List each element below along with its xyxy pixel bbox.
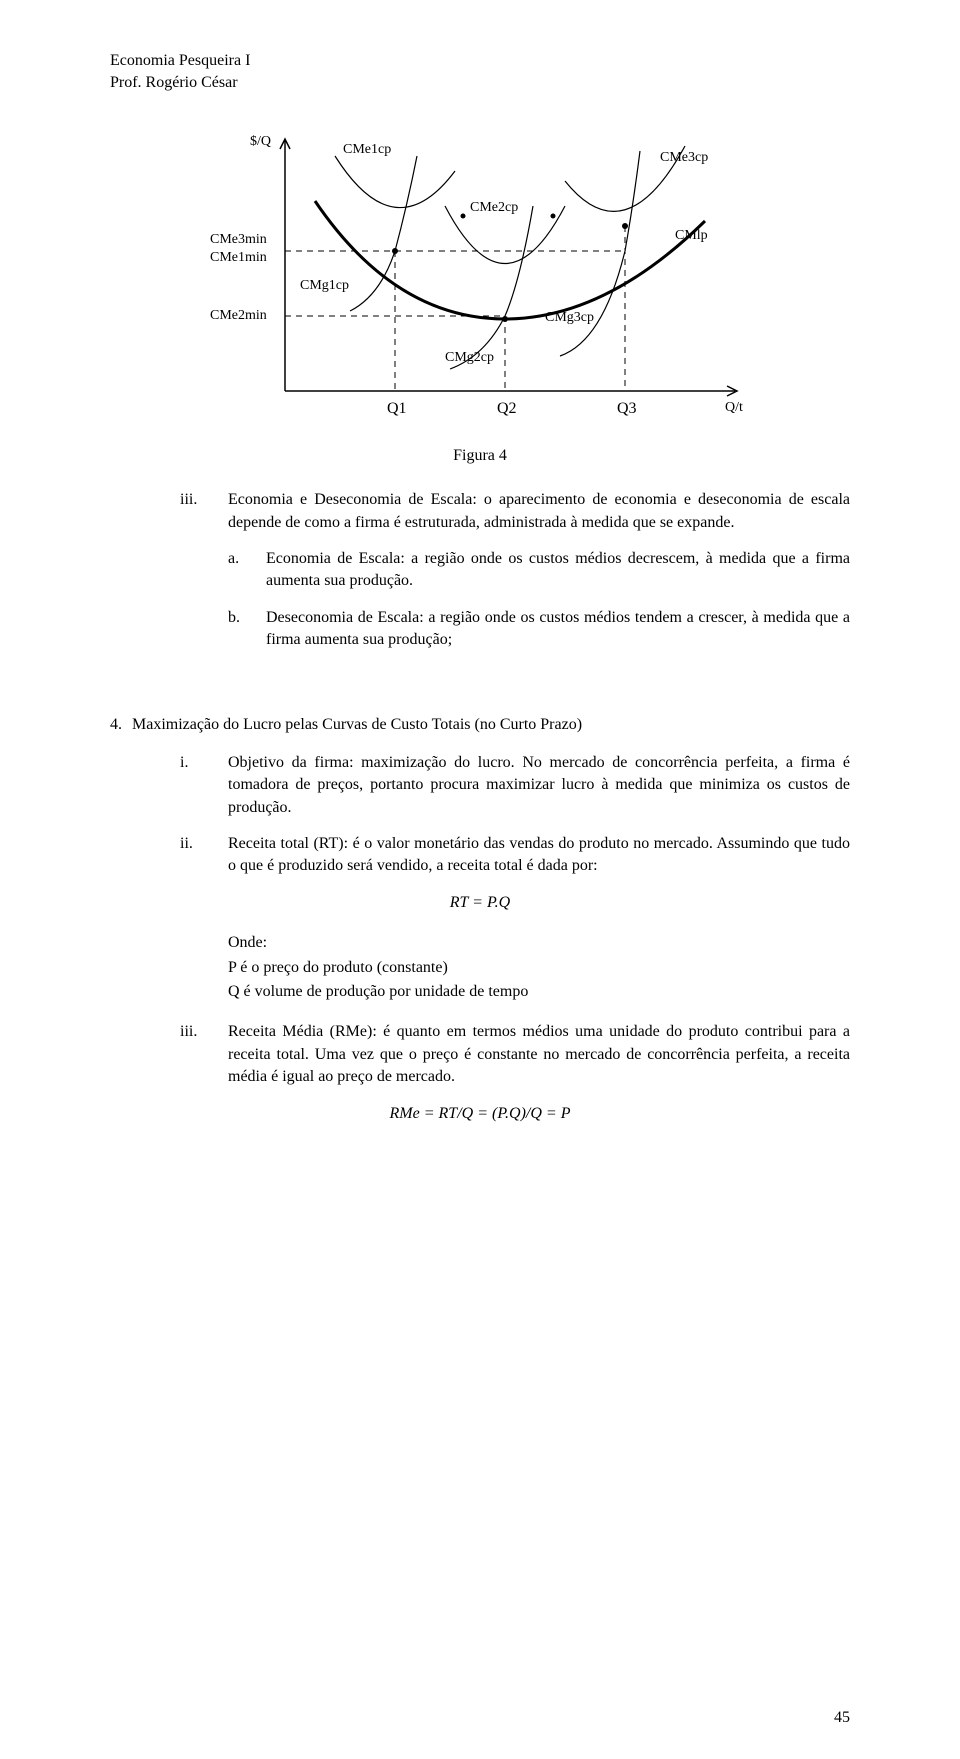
- label-cme2cp: CMe2cp: [470, 200, 518, 215]
- where-heading: Onde:: [228, 932, 850, 954]
- alpha-marker: a.: [228, 548, 266, 593]
- equation-rme: RMe = RT/Q = (P.Q)/Q = P: [110, 1103, 850, 1125]
- where-block: Onde: P é o preço do produto (constante)…: [228, 932, 850, 1003]
- item-text: Receita Média (RMe): é quanto em termos …: [228, 1021, 850, 1088]
- label-q3: Q3: [617, 400, 637, 417]
- sub-item-text: Economia de Escala: a região onde os cus…: [266, 548, 850, 593]
- label-cme1cp: CMe1cp: [343, 142, 391, 157]
- label-q2: Q2: [497, 400, 517, 417]
- roman-marker: iii.: [180, 489, 228, 534]
- sub-item-a: a. Economia de Escala: a região onde os …: [228, 548, 850, 593]
- chart-yaxis-label: $/Q: [250, 134, 271, 149]
- label-cmlp: CMlp: [675, 228, 708, 243]
- section-number: 4.: [110, 714, 132, 736]
- section-title: Maximização do Lucro pelas Curvas de Cus…: [132, 714, 582, 736]
- label-cmg1cp: CMg1cp: [300, 278, 349, 293]
- roman-marker: ii.: [180, 833, 228, 878]
- item-text: Receita total (RT): é o valor monetário …: [228, 833, 850, 878]
- equation-rt: RT = P.Q: [110, 892, 850, 914]
- label-cme2min: CMe2min: [210, 308, 267, 323]
- roman-marker: i.: [180, 752, 228, 819]
- label-cme1min: CMe1min: [210, 250, 267, 265]
- professor-name: Prof. Rogério César: [110, 72, 850, 94]
- item-text: Economia e Deseconomia de Escala: o apar…: [228, 489, 850, 534]
- label-cmg3cp: CMg3cp: [545, 310, 594, 325]
- list-item-4-iii: iii. Receita Média (RMe): é quanto em te…: [180, 1021, 850, 1088]
- list-item-4-i: i. Objetivo da firma: maximização do luc…: [180, 752, 850, 819]
- list-item-4-ii: ii. Receita total (RT): é o valor monetá…: [180, 833, 850, 878]
- cost-curves-chart: $/Q Q/t CMe1cp CMe2cp: [195, 121, 765, 431]
- label-cmg2cp: CMg2cp: [445, 350, 494, 365]
- label-cme3min: CMe3min: [210, 232, 267, 247]
- chart-xaxis-label: Q/t: [725, 400, 743, 415]
- sub-item-text: Deseconomia de Escala: a região onde os …: [266, 607, 850, 652]
- list-item-iii: iii. Economia e Deseconomia de Escala: o…: [180, 489, 850, 534]
- page-number: 45: [834, 1707, 850, 1729]
- item-text: Objetivo da firma: maximização do lucro.…: [228, 752, 850, 819]
- roman-marker: iii.: [180, 1021, 228, 1088]
- sub-item-b: b. Deseconomia de Escala: a região onde …: [228, 607, 850, 652]
- figure-container: $/Q Q/t CMe1cp CMe2cp: [110, 121, 850, 431]
- label-q1: Q1: [387, 400, 407, 417]
- course-title: Economia Pesqueira I: [110, 50, 850, 72]
- figure-caption: Figura 4: [110, 445, 850, 467]
- section-4-heading: 4. Maximização do Lucro pelas Curvas de …: [110, 714, 850, 736]
- alpha-marker: b.: [228, 607, 266, 652]
- where-line-p: P é o preço do produto (constante): [228, 957, 850, 979]
- label-cme3cp: CMe3cp: [660, 150, 708, 165]
- where-line-q: Q é volume de produção por unidade de te…: [228, 981, 850, 1003]
